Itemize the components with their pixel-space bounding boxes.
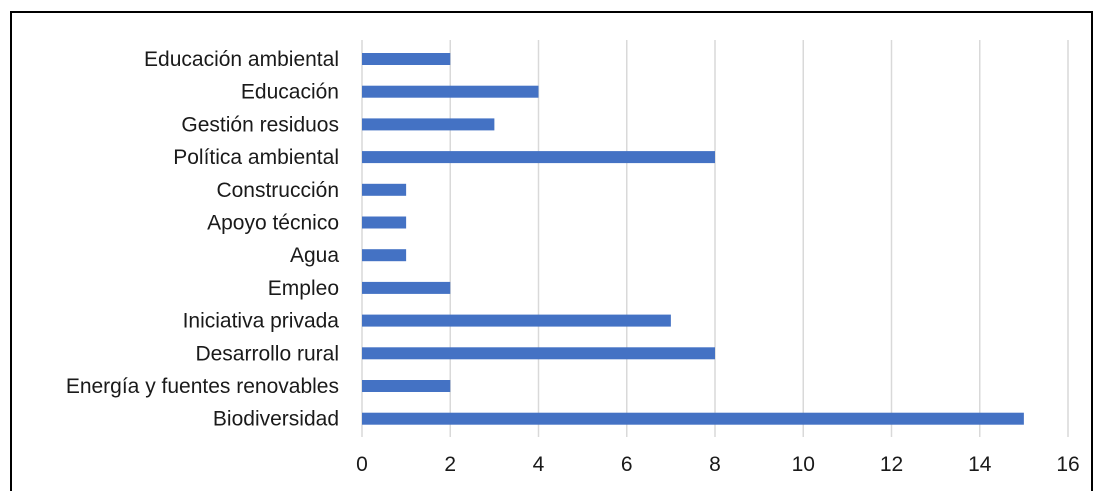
category-label: Gestión residuos (181, 113, 339, 136)
category-label: Educación (241, 81, 339, 104)
bar (362, 413, 1024, 425)
x-tick-label: 14 (968, 453, 992, 476)
bar (362, 217, 406, 229)
x-tick-label: 6 (621, 453, 633, 476)
bar (362, 184, 406, 196)
x-tick-labels: 0 2 4 6 8 10 12 14 16 (356, 453, 1080, 476)
bar (362, 53, 450, 65)
bar (362, 118, 494, 130)
x-tick-label: 12 (880, 453, 903, 476)
bar (362, 282, 450, 294)
category-label: Empleo (268, 277, 339, 300)
category-label: Iniciativa privada (183, 310, 340, 333)
bars (362, 53, 1024, 425)
x-tick-label: 8 (709, 453, 721, 476)
bar (362, 315, 671, 327)
category-label: Energía y fuentes renovables (66, 375, 339, 398)
category-label: Agua (290, 244, 339, 267)
x-tick-label: 2 (444, 453, 456, 476)
category-label: Desarrollo rural (195, 342, 339, 365)
x-tick-label: 0 (356, 453, 368, 476)
bar (362, 151, 715, 163)
bar (362, 380, 450, 392)
category-label: Biodiversidad (213, 408, 339, 431)
category-label: Educación ambiental (144, 48, 339, 71)
bar (362, 347, 715, 359)
category-labels: Educación ambiental Educación Gestión resi… (66, 48, 340, 431)
category-label: Construcción (216, 179, 339, 202)
bar (362, 249, 406, 261)
category-label: Política ambiental (173, 146, 339, 169)
x-tick-label: 10 (792, 453, 815, 476)
category-label: Apoyo técnico (207, 212, 339, 235)
x-tick-label: 4 (533, 453, 545, 476)
grid-lines (362, 40, 1068, 437)
bar (362, 86, 539, 98)
x-tick-label: 16 (1056, 453, 1079, 476)
